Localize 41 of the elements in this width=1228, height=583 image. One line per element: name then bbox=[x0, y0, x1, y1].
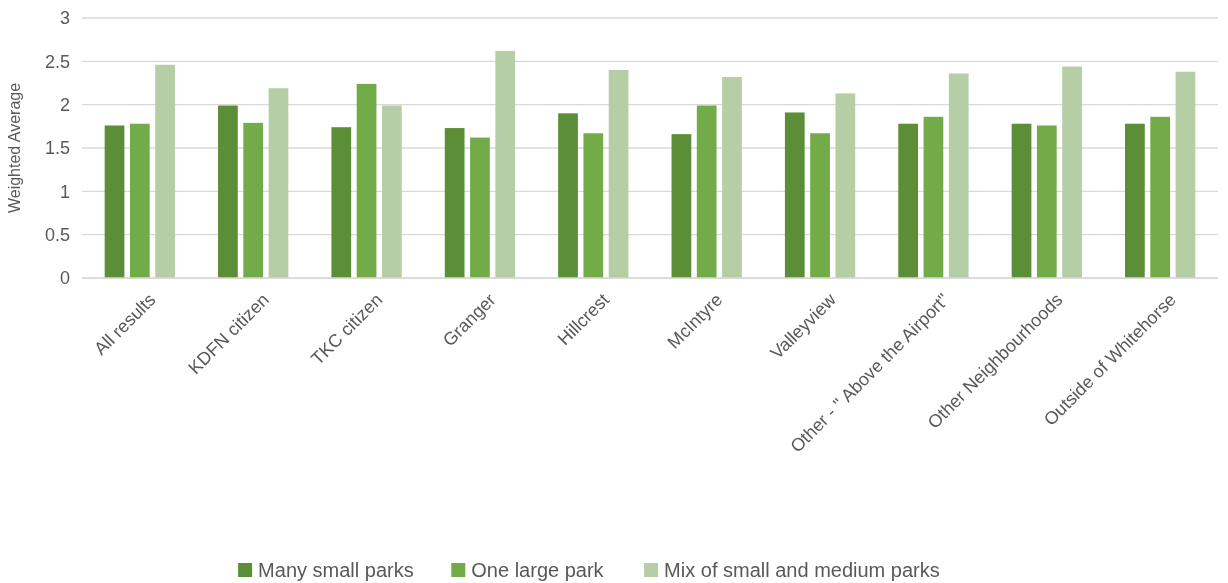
bar bbox=[1062, 66, 1082, 278]
bar bbox=[470, 137, 490, 278]
bar bbox=[671, 134, 692, 278]
y-tick-label: 0.5 bbox=[44, 224, 70, 245]
bar bbox=[608, 70, 629, 278]
bar bbox=[810, 133, 830, 278]
y-axis-title: Weighted Average bbox=[6, 82, 23, 214]
bar bbox=[696, 105, 717, 278]
bar bbox=[1036, 125, 1057, 278]
bar bbox=[784, 112, 805, 278]
legend-label: Mix of small and medium parks bbox=[664, 559, 940, 581]
y-tick-label: 0 bbox=[59, 268, 70, 289]
y-tick-label: 1 bbox=[59, 181, 70, 202]
bar bbox=[583, 133, 604, 278]
y-tick-label: 3 bbox=[59, 8, 70, 29]
bar bbox=[218, 105, 238, 278]
bar bbox=[444, 128, 465, 278]
bar bbox=[243, 122, 264, 278]
bar bbox=[923, 116, 944, 278]
y-tick-label: 1.5 bbox=[44, 138, 70, 159]
bar bbox=[722, 76, 742, 278]
legend-label: One large park bbox=[471, 559, 605, 581]
bar bbox=[835, 93, 856, 278]
bar bbox=[1150, 116, 1171, 278]
bar bbox=[948, 73, 969, 278]
bar bbox=[558, 113, 578, 278]
bar bbox=[331, 127, 352, 278]
bar bbox=[898, 123, 919, 278]
bar bbox=[381, 105, 402, 278]
bar bbox=[1125, 123, 1145, 278]
bar bbox=[129, 123, 150, 278]
bar bbox=[1011, 123, 1032, 278]
y-tick-label: 2.5 bbox=[44, 51, 70, 72]
bar bbox=[356, 83, 377, 278]
bar bbox=[495, 50, 516, 278]
bar bbox=[104, 125, 125, 278]
y-tick-label: 2 bbox=[59, 94, 70, 115]
bar bbox=[268, 88, 289, 278]
legend-label: Many small parks bbox=[258, 559, 414, 581]
bar bbox=[155, 64, 175, 278]
bar bbox=[1175, 71, 1196, 278]
